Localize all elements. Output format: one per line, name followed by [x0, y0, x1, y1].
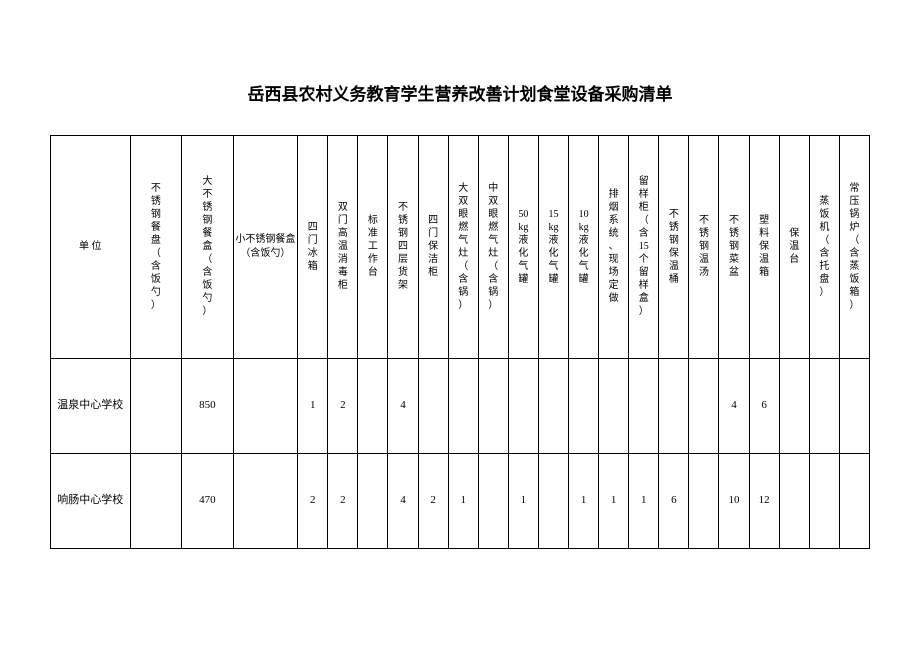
- cell: 6: [749, 359, 779, 454]
- cell: [130, 359, 182, 454]
- cell: [839, 359, 869, 454]
- col-6: 标准工作台: [358, 136, 388, 359]
- col-unit: 单 位: [51, 136, 131, 359]
- col-3: 小不锈钢餐盒（含饭勺）: [233, 136, 297, 359]
- cell: 2: [328, 454, 358, 549]
- cell: 1: [629, 454, 659, 549]
- cell: 1: [508, 454, 538, 549]
- col-1: 不锈钢餐盘（含饭勺）: [130, 136, 182, 359]
- cell: 1: [569, 454, 599, 549]
- col-8: 四门保洁柜: [418, 136, 448, 359]
- table-row: 响肠中心学校 470 2 2 4 2 1 1 1 1 1 6 10 12: [51, 454, 870, 549]
- cell: 1: [599, 454, 629, 549]
- col-17: 不锈钢温汤: [689, 136, 719, 359]
- cell: 850: [182, 359, 234, 454]
- cell: [689, 359, 719, 454]
- cell: [809, 454, 839, 549]
- cell: [538, 454, 568, 549]
- cell: 2: [418, 454, 448, 549]
- page-title: 岳西县农村义务教育学生营养改善计划食堂设备采购清单: [50, 80, 870, 105]
- cell: 4: [388, 454, 418, 549]
- cell: [809, 359, 839, 454]
- col-9: 大双眼燃气灶（含锅）: [448, 136, 478, 359]
- equipment-table: 单 位 不锈钢餐盘（含饭勺） 大不锈钢餐盒（含饭勺） 小不锈钢餐盒（含饭勺） 四…: [50, 135, 870, 549]
- cell: [478, 454, 508, 549]
- col-13: 10kg液化气罐: [569, 136, 599, 359]
- table-row: 温泉中心学校 850 1 2 4 4 6: [51, 359, 870, 454]
- cell: [358, 359, 388, 454]
- cell: 10: [719, 454, 749, 549]
- cell: [569, 359, 599, 454]
- cell: 1: [298, 359, 328, 454]
- col-7: 不锈钢四层货架: [388, 136, 418, 359]
- cell: [508, 359, 538, 454]
- col-20: 保温台: [779, 136, 809, 359]
- col-22: 常压锅炉（含蒸饭箱）: [839, 136, 869, 359]
- table-header-row: 单 位 不锈钢餐盘（含饭勺） 大不锈钢餐盒（含饭勺） 小不锈钢餐盒（含饭勺） 四…: [51, 136, 870, 359]
- cell: [689, 454, 719, 549]
- col-19: 塑料保温箱: [749, 136, 779, 359]
- page: 岳西县农村义务教育学生营养改善计划食堂设备采购清单: [0, 0, 920, 651]
- cell: 470: [182, 454, 234, 549]
- cell: 4: [388, 359, 418, 454]
- cell: [779, 454, 809, 549]
- cell: 4: [719, 359, 749, 454]
- cell: 1: [448, 454, 478, 549]
- cell: [233, 454, 297, 549]
- cell: 2: [298, 454, 328, 549]
- col-2: 大不锈钢餐盒（含饭勺）: [182, 136, 234, 359]
- cell: [779, 359, 809, 454]
- col-14: 排烟系统、现场定做: [599, 136, 629, 359]
- cell: [599, 359, 629, 454]
- cell: [233, 359, 297, 454]
- col-10: 中双眼燃气灶（含锅）: [478, 136, 508, 359]
- unit-name: 响肠中心学校: [51, 454, 131, 549]
- cell: [448, 359, 478, 454]
- cell: [629, 359, 659, 454]
- cell: [538, 359, 568, 454]
- cell: [418, 359, 448, 454]
- col-15: 留样柜（含15个留样盒）: [629, 136, 659, 359]
- col-21: 蒸饭机（含托盘）: [809, 136, 839, 359]
- cell: [130, 454, 182, 549]
- cell: [839, 454, 869, 549]
- cell: 12: [749, 454, 779, 549]
- unit-name: 温泉中心学校: [51, 359, 131, 454]
- col-11: 50kg液化气罐: [508, 136, 538, 359]
- cell: [659, 359, 689, 454]
- col-18: 不锈钢菜盆: [719, 136, 749, 359]
- cell: 6: [659, 454, 689, 549]
- col-5: 双门高温消毒柜: [328, 136, 358, 359]
- cell: [358, 454, 388, 549]
- col-16: 不锈钢保温桶: [659, 136, 689, 359]
- cell: 2: [328, 359, 358, 454]
- cell: [478, 359, 508, 454]
- col-12: 15kg液化气罐: [538, 136, 568, 359]
- col-4: 四门冰箱: [298, 136, 328, 359]
